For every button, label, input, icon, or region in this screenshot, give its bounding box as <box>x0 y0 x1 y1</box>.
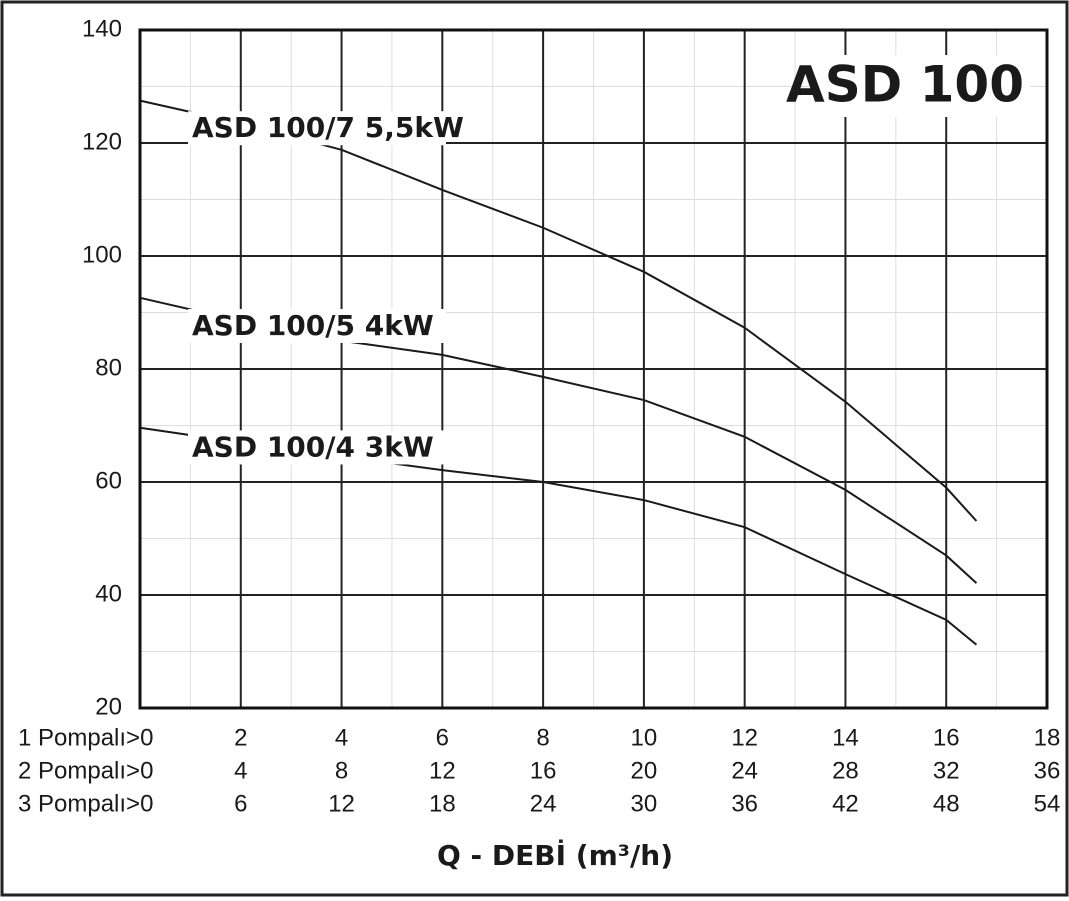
x-row-label: 3 Pompalı>0 <box>18 790 153 817</box>
x-tick-label: 12 <box>328 790 355 817</box>
x-tick-label: 54 <box>1034 790 1061 817</box>
x-tick-label: 10 <box>631 724 658 751</box>
x-tick-label: 16 <box>933 724 960 751</box>
y-tick-label: 80 <box>95 354 122 381</box>
x-tick-label: 16 <box>530 757 557 784</box>
x-tick-label: 8 <box>335 757 348 784</box>
x-tick-label: 18 <box>1034 724 1061 751</box>
x-tick-label: 6 <box>436 724 449 751</box>
curves: ASD 100/7 5,5kW ASD 100/5 4kW ASD 100/4 3k… <box>139 99 978 646</box>
x-tick-label: 20 <box>631 757 658 784</box>
title-box <box>815 55 1030 117</box>
y-tick-label: 140 <box>82 15 122 42</box>
x-tick-label: 32 <box>933 757 960 784</box>
plot-border <box>138 28 1049 710</box>
x-tick-label: 48 <box>933 790 960 817</box>
x-tick-label: 4 <box>335 724 348 751</box>
curve-label: ASD 100/4 3kW <box>192 430 434 463</box>
curve-label-bg <box>188 308 446 343</box>
y-tick-label: 100 <box>82 241 122 268</box>
x-tick-label: 36 <box>731 790 758 817</box>
y-tick-label: 20 <box>95 693 122 720</box>
y-tick-label: 60 <box>95 467 122 494</box>
x-tick-label: 42 <box>832 790 859 817</box>
x-tick-label: 12 <box>429 757 456 784</box>
x-tick-label: 24 <box>731 757 758 784</box>
x-tick-label: 12 <box>731 724 758 751</box>
x-tick-label: 18 <box>429 790 456 817</box>
y-tick-label: 120 <box>82 128 122 155</box>
x-tick-label: 28 <box>832 757 859 784</box>
curve-label-bg <box>188 111 446 146</box>
curve-label: ASD 100/7 5,5kW <box>192 111 464 144</box>
curve-label: ASD 100/5 4kW <box>192 309 434 342</box>
x-tick-label: 24 <box>530 790 557 817</box>
x-tick-label: 4 <box>234 757 247 784</box>
chart-title: ASD 100 <box>786 56 1024 114</box>
x-tick-label: 30 <box>631 790 658 817</box>
x-row-label: 1 Pompalı>0 <box>18 724 153 751</box>
curve-label-bg <box>188 430 446 465</box>
x-tick-label: 6 <box>234 790 247 817</box>
x-tick-label: 2 <box>234 724 247 751</box>
x-row-label: 2 Pompalı>0 <box>18 757 153 784</box>
x-tick-label: 36 <box>1034 757 1061 784</box>
x-tick-label: 14 <box>832 724 859 751</box>
x-tick-label: 8 <box>536 724 549 751</box>
y-tick-label: 40 <box>95 580 122 607</box>
x-axis-label: Q - DEBİ (m³/h) <box>437 838 673 872</box>
